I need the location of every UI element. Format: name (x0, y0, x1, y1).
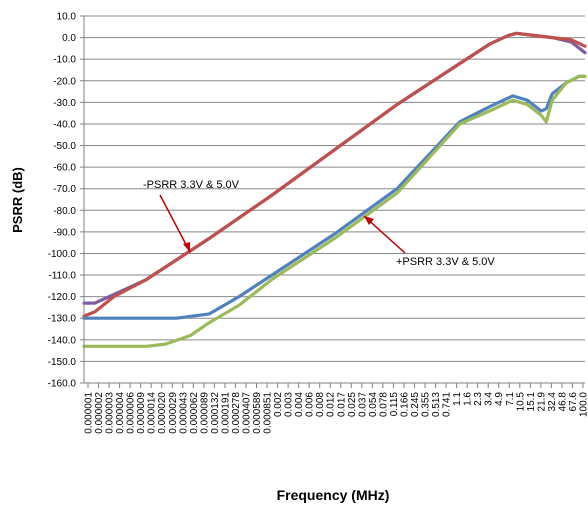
x-tick-label: 100.0 (579, 392, 588, 417)
x-tick-label: 0.000407 (241, 392, 252, 434)
x-tick-label: 0.000020 (157, 392, 168, 434)
y-tick-label: -160.0 (48, 379, 77, 390)
y-tick-label: -60.0 (53, 163, 76, 174)
x-tick-label: 0.000278 (231, 392, 242, 434)
y-tick-label: -40.0 (53, 119, 76, 130)
x-tick-label: 67.6 (568, 392, 579, 412)
y-tick-label: 10.0 (57, 12, 77, 23)
series-line-4 (82, 74, 587, 348)
x-tick-label: 0.000014 (147, 392, 158, 434)
x-tick-label: 1.6 (463, 392, 474, 406)
x-tick-label: 0.017 (336, 392, 347, 417)
x-tick-label: 0.000062 (189, 392, 200, 434)
x-tick-label: 0.166 (399, 392, 410, 417)
series-line-1 (82, 31, 587, 305)
y-tick-labels: 10.0 0.0 -10.0 -20.0 -30.0 -40.0 -50.0 -60.0 -70… (48, 12, 77, 390)
y-tick-label: -90.0 (53, 227, 76, 238)
y-tick-label: -30.0 (53, 98, 76, 109)
x-tick-label: 0.513 (431, 392, 442, 417)
x-tick-label: 0.115 (389, 392, 400, 417)
series-lines (82, 31, 587, 348)
y-tick-label: -120.0 (48, 292, 77, 303)
y-tick-label: -20.0 (53, 76, 76, 87)
x-tick-labels: 0.000001 0.000002 0.000003 0.000004 0.000006… (84, 392, 588, 434)
x-tick-label: 21.9 (536, 392, 547, 412)
x-tick-label: 4.9 (494, 392, 505, 406)
x-tick-label: 10.5 (515, 392, 526, 412)
series-line-2 (82, 31, 587, 318)
x-tick-label: 0.000851 (263, 392, 274, 434)
x-tick-label: 0.037 (357, 392, 368, 417)
x-tick-label: 0.025 (347, 392, 358, 417)
x-tick-label: 0.000029 (168, 392, 179, 434)
x-tick-label: 0.000006 (126, 392, 137, 434)
series-line-3 (82, 74, 587, 320)
y-tick-label: -100.0 (48, 249, 77, 260)
x-axis-label: Frequency (MHz) (277, 487, 390, 503)
x-tick-label: 0.000132 (210, 392, 221, 434)
x-tick-label: 3.4 (484, 392, 495, 406)
x-tick-label: 0.000002 (94, 392, 105, 434)
x-tick-label: 32.4 (547, 392, 558, 412)
x-tick-label: 0.000589 (252, 392, 263, 434)
x-tick-label: 0.012 (326, 392, 337, 417)
x-tick-label: 0.000089 (199, 392, 210, 434)
y-tick-label: -140.0 (48, 335, 77, 346)
y-tick-label: -50.0 (53, 141, 76, 152)
minus-psrr-arrow (159, 194, 191, 253)
minus-psrr-annotation: -PSRR 3.3V & 5.0V (143, 179, 240, 191)
x-tick-label: 0.006 (305, 392, 316, 417)
x-tick-label: 0.000003 (105, 392, 116, 434)
x-tick-label: 0.000009 (136, 392, 147, 434)
y-tick-label: -150.0 (48, 357, 77, 368)
x-tick-label: 2.3 (473, 392, 484, 406)
x-tick-label: 0.000043 (178, 392, 189, 434)
y-tick-label: -130.0 (48, 314, 77, 325)
x-tick-label: 0.000004 (115, 392, 126, 434)
x-tick-label: 0.000001 (84, 392, 95, 434)
y-tick-label: -110.0 (48, 271, 76, 282)
x-tick-label: 0.741 (442, 392, 453, 417)
y-axis-label: PSRR (dB) (10, 167, 25, 233)
x-tick-label: 46.8 (557, 392, 568, 412)
y-tick-label: -10.0 (53, 55, 76, 66)
x-tick-label: 0.000191 (220, 392, 231, 434)
plus-psrr-annotation: +PSRR 3.3V & 5.0V (396, 256, 495, 268)
x-tick-label: 0.078 (378, 392, 389, 417)
x-tick-label: 0.002 (273, 392, 284, 417)
y-tick-label: -70.0 (53, 184, 76, 195)
x-tick-label: 0.008 (315, 392, 326, 417)
y-tick-label: -80.0 (53, 206, 76, 217)
x-tick-label: 0.245 (410, 392, 421, 417)
gridlines (80, 15, 585, 388)
x-tick-label: 0.054 (368, 392, 379, 417)
x-tick-label: 7.1 (505, 392, 516, 406)
y-tick-label: 0.0 (62, 33, 76, 44)
x-tick-label: 0.004 (294, 392, 305, 417)
x-tick-label: 0.355 (421, 392, 432, 417)
plus-psrr-arrow (363, 215, 406, 254)
x-tick-label: 15.1 (526, 392, 537, 412)
x-tick-label: 0.003 (284, 392, 295, 417)
x-tick-label: 1.1 (452, 392, 463, 406)
